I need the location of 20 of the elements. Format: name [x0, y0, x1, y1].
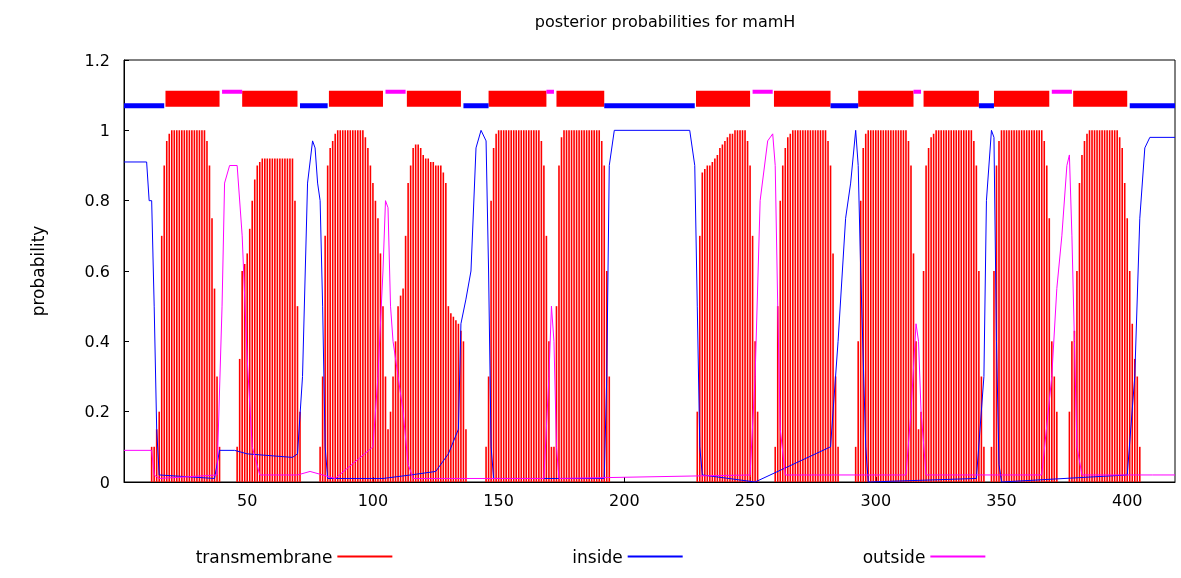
x-tick-label: 250	[734, 490, 766, 510]
legend-label: outside	[862, 546, 926, 567]
legend-label: inside	[572, 546, 623, 567]
x-tick-label: 200	[609, 490, 640, 510]
x-tick-label: 100	[357, 490, 389, 510]
y-tick-label: 0.6	[84, 261, 110, 281]
x-tick-label: 400	[1111, 490, 1143, 510]
legend-label: transmembrane	[195, 546, 333, 567]
y-tick-label: 0.4	[84, 331, 110, 351]
chart-title: posterior probabilities for mamH	[534, 11, 796, 31]
y-tick-label: 1.2	[84, 50, 110, 70]
y-tick-label: 0	[99, 472, 110, 492]
y-tick-label: 1	[99, 120, 110, 140]
x-tick-label: 150	[483, 490, 514, 510]
x-tick-label: 50	[237, 490, 258, 510]
x-tick-label: 350	[986, 490, 1017, 510]
y-axis-title: probability	[27, 225, 48, 317]
y-tick-label: 0.8	[84, 191, 110, 211]
x-tick-label: 300	[860, 490, 892, 510]
y-tick-label: 0.2	[84, 402, 110, 422]
